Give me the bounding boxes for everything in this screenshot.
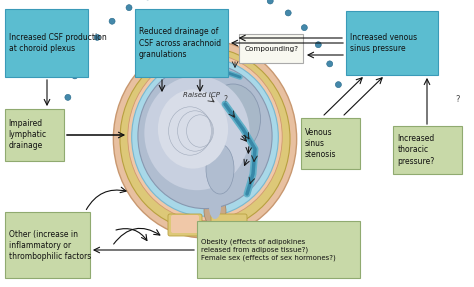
Ellipse shape xyxy=(209,195,221,219)
FancyBboxPatch shape xyxy=(168,214,202,236)
Ellipse shape xyxy=(138,63,272,209)
Ellipse shape xyxy=(120,47,290,230)
FancyBboxPatch shape xyxy=(5,212,90,278)
FancyBboxPatch shape xyxy=(135,9,228,77)
Circle shape xyxy=(126,5,132,11)
Ellipse shape xyxy=(132,58,278,216)
Text: Increased venous
sinus pressure: Increased venous sinus pressure xyxy=(350,33,417,53)
Circle shape xyxy=(65,94,71,100)
Ellipse shape xyxy=(206,144,234,194)
Circle shape xyxy=(301,25,307,31)
FancyBboxPatch shape xyxy=(5,9,88,77)
FancyBboxPatch shape xyxy=(239,34,303,63)
Ellipse shape xyxy=(158,89,228,168)
Text: Compounding?: Compounding? xyxy=(244,46,299,52)
Text: Other (increase in
inflammatory or
thrombophilic factors: Other (increase in inflammatory or throm… xyxy=(9,230,91,261)
Circle shape xyxy=(285,10,291,16)
FancyBboxPatch shape xyxy=(301,118,360,169)
FancyBboxPatch shape xyxy=(197,221,360,278)
Ellipse shape xyxy=(145,76,250,190)
Ellipse shape xyxy=(204,195,226,227)
Circle shape xyxy=(267,0,273,4)
Circle shape xyxy=(336,82,341,88)
Text: Raised ICP: Raised ICP xyxy=(183,92,220,98)
FancyBboxPatch shape xyxy=(211,214,247,236)
Circle shape xyxy=(82,53,88,59)
Circle shape xyxy=(72,73,78,79)
FancyBboxPatch shape xyxy=(5,109,64,161)
Circle shape xyxy=(94,34,100,40)
Text: Venous
sinus
stenosis: Venous sinus stenosis xyxy=(305,128,337,159)
Ellipse shape xyxy=(206,84,261,154)
Text: Increased
thoracic
pressure?: Increased thoracic pressure? xyxy=(397,134,435,166)
Text: ?: ? xyxy=(223,95,227,104)
Text: Impaired
lymphatic
drainage: Impaired lymphatic drainage xyxy=(9,119,47,150)
Text: ?: ? xyxy=(455,95,459,104)
Text: Obesity (effects of adipokines
released from adipose tissue?)
Female sex (effect: Obesity (effects of adipokines released … xyxy=(201,238,336,261)
FancyBboxPatch shape xyxy=(393,126,462,174)
Circle shape xyxy=(315,42,321,48)
Text: Increased CSF production
at choroid plexus: Increased CSF production at choroid plex… xyxy=(9,33,107,53)
Ellipse shape xyxy=(241,135,259,179)
Text: Reduced drainage of
CSF across arachnoid
granulations: Reduced drainage of CSF across arachnoid… xyxy=(139,28,221,59)
Ellipse shape xyxy=(113,40,297,238)
Circle shape xyxy=(327,61,333,67)
Ellipse shape xyxy=(166,141,188,197)
FancyBboxPatch shape xyxy=(346,11,438,75)
Circle shape xyxy=(109,18,115,24)
FancyBboxPatch shape xyxy=(171,215,199,233)
Ellipse shape xyxy=(128,53,282,221)
